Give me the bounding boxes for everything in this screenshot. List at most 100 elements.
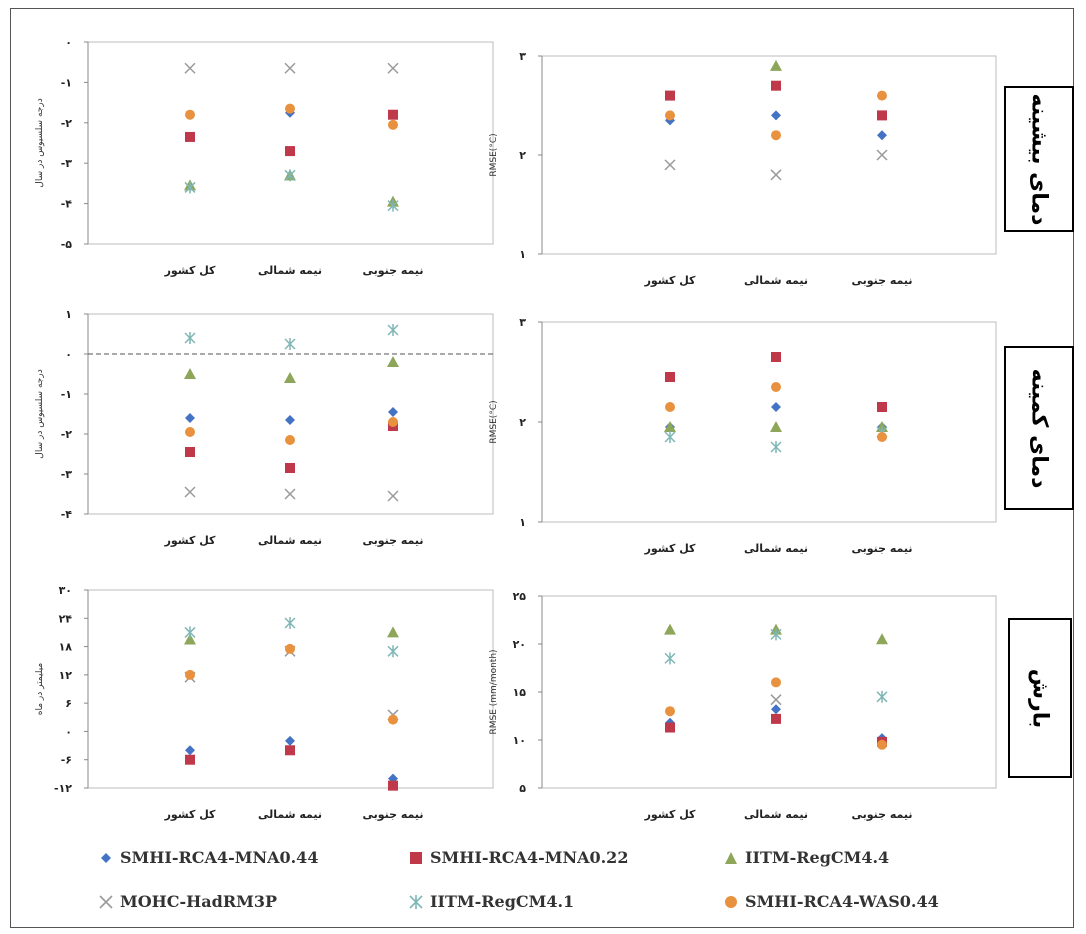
chart-4-category-label: نیمه شمالی — [744, 542, 808, 555]
chart-4-plot-area — [541, 321, 997, 523]
chart-6-category-label: نیمه شمالی — [744, 808, 808, 821]
chart-1-point-star — [284, 169, 296, 182]
chart-6-y-tick-label: ۲۰ — [513, 638, 526, 651]
legend-item-iitm-regcm44: IITM-RegCM4.4 — [721, 848, 889, 867]
legend: SMHI-RCA4-MNA0.44 SMHI-RCA4-MNA0.22 IITM… — [96, 848, 1056, 928]
chart-3-y-tick-label: -۴ — [61, 508, 73, 521]
row-label-min-temp: دمای کمینه — [1004, 346, 1074, 510]
legend-label: SMHI-RCA4-MNA0.44 — [120, 848, 319, 867]
chart-3-point-square — [285, 463, 295, 473]
chart-1-point-square — [388, 109, 398, 120]
chart-5-y-axis-label: میلیمتر در ماه — [35, 663, 45, 716]
circle-marker-icon — [721, 894, 741, 910]
legend-item-iitm-regcm41: IITM-RegCM4.1 — [406, 892, 574, 911]
chart-5-point-triangle — [387, 626, 399, 638]
chart-6-point-triangle — [664, 623, 676, 635]
chart-1-y-tick-label: -۲ — [61, 117, 73, 130]
legend-label: SMHI-RCA4-MNA0.22 — [430, 848, 629, 867]
chart-5-category-label: نیمه شمالی — [258, 808, 322, 821]
chart-3-point-circle — [285, 435, 295, 445]
chart-3-y-tick-label: -۱ — [61, 388, 72, 401]
chart-1-point-square — [185, 131, 195, 142]
chart-3-point-x — [387, 490, 399, 502]
chart-1-point-circle — [185, 109, 195, 120]
chart-5-point-circle — [388, 714, 398, 725]
chart-3-point-star — [387, 324, 399, 336]
chart-3-category-label: نیمه جنوبی — [362, 534, 423, 547]
chart-4-point-triangle — [664, 421, 676, 432]
chart-3-point-diamond — [388, 407, 398, 417]
chart-6-point-triangle — [876, 633, 888, 645]
chart-5-point-triangle — [184, 633, 196, 645]
chart-2-point-square — [771, 80, 781, 91]
chart-4-point-star — [770, 441, 782, 453]
chart-6-point-x — [770, 694, 782, 706]
chart-2-point-x — [664, 159, 676, 171]
chart-4-y-axis-label: RMSE(°C) — [489, 400, 499, 443]
chart-5-point-square — [388, 780, 398, 791]
chart-6-category-label: کل کشور — [644, 808, 696, 821]
row-label-max-temp: دمای بیشینه — [1004, 86, 1074, 232]
chart-1-point-x — [184, 62, 196, 74]
chart-1-y-tick-label: -۵ — [61, 238, 73, 251]
chart-1-point-x — [284, 62, 296, 74]
chart-5-y-tick-label: ۲۴ — [59, 612, 73, 625]
chart-2-point-circle — [877, 90, 887, 101]
chart-1-point-star — [387, 199, 399, 212]
chart-1-point-star — [184, 181, 196, 194]
chart-5-point-circle — [185, 669, 195, 680]
chart-3-point-star — [184, 332, 196, 344]
chart-5-y-tick-label: ۱۲ — [59, 669, 73, 682]
chart-3-y-tick-label: -۳ — [61, 468, 73, 481]
chart-3-point-x — [184, 486, 196, 498]
row-label-precip: بارش — [1008, 618, 1072, 778]
chart-5-point-square — [285, 745, 295, 756]
chart-2-point-diamond — [877, 130, 887, 141]
chart-2-point-diamond — [771, 110, 781, 121]
chart-6-point-diamond — [771, 704, 781, 715]
chart-1-plot-area — [87, 41, 494, 245]
chart-1-y-tick-label: -۳ — [61, 157, 73, 170]
chart-6-point-circle — [877, 739, 887, 750]
legend-label: MOHC-HadRM3P — [120, 892, 277, 911]
chart-3-point-diamond — [285, 415, 295, 425]
chart-3-point-x — [284, 488, 296, 500]
chart-6-plot-area — [541, 595, 997, 789]
chart-5-category-label: نیمه جنوبی — [362, 808, 423, 821]
chart-4-point-square — [665, 372, 675, 382]
chart-3-category-label: نیمه شمالی — [258, 534, 322, 547]
chart-4-point-circle — [665, 402, 675, 412]
chart-2-y-axis-label: RMSE(°C) — [489, 133, 499, 176]
chart-2-y-tick-label: ۱ — [519, 248, 526, 261]
triangle-marker-icon — [721, 850, 741, 866]
chart-3-y-tick-label: ۱ — [65, 308, 72, 321]
chart-1-y-tick-label: -۴ — [61, 198, 73, 211]
chart-5-point-diamond — [285, 735, 295, 746]
chart-2-category-label: نیمه شمالی — [744, 274, 808, 287]
chart-6-y-tick-label: ۵ — [519, 782, 526, 795]
chart-1-point-circle — [285, 103, 295, 114]
legend-item-smhi-was044: SMHI-RCA4-WAS0.44 — [721, 892, 939, 911]
chart-3-point-circle — [185, 427, 195, 437]
row-label-max-temp-text: دمای بیشینه — [1026, 93, 1052, 225]
chart-3-point-diamond — [185, 413, 195, 423]
chart-3-point-star — [284, 338, 296, 350]
chart-1-point-x — [387, 62, 399, 74]
chart-4-point-star — [664, 431, 676, 443]
chart-4-y-tick-label: ۳ — [519, 316, 526, 329]
chart-4-point-triangle — [770, 421, 782, 432]
legend-item-smhi-mna022: SMHI-RCA4-MNA0.22 — [406, 848, 628, 867]
chart-3-point-square — [185, 447, 195, 457]
chart-5-point-circle — [285, 643, 295, 654]
chart-4-point-circle — [771, 382, 781, 392]
star-marker-icon — [406, 894, 426, 910]
chart-5-y-tick-label: ۰ — [65, 725, 72, 738]
legend-label: SMHI-RCA4-WAS0.44 — [745, 892, 939, 911]
chart-2-point-square — [877, 110, 887, 121]
chart-6-y-tick-label: ۱۰ — [513, 734, 526, 747]
chart-6-point-star — [876, 690, 888, 703]
chart-5-point-diamond — [185, 745, 195, 756]
chart-1-y-axis-label: درجه سلسیوس در سال — [35, 98, 45, 187]
chart-2-category-label: کل کشور — [644, 274, 696, 287]
